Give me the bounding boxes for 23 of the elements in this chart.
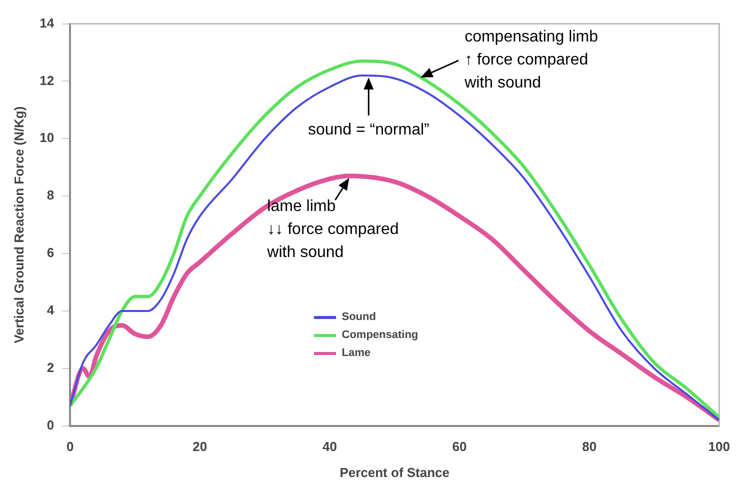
x-tick-label: 100 — [708, 439, 730, 454]
annotation: compensating limb ↑ force compared with sound — [464, 28, 598, 92]
y-tick-label: 2 — [46, 360, 54, 375]
legend-label: Lame — [342, 347, 370, 359]
y-tick-label: 8 — [46, 188, 54, 203]
annotation: lame limb ↓↓ force compared with sound — [266, 198, 399, 261]
x-axis-title: Percent of Stance — [340, 464, 450, 480]
x-tick-label: 80 — [582, 439, 597, 454]
legend-label: Sound — [342, 311, 376, 323]
x-tick-label: 0 — [66, 439, 74, 454]
x-tick-label: 60 — [452, 439, 467, 454]
annotation: sound = “normal” — [308, 121, 430, 138]
legend-label: Compensating — [342, 329, 418, 341]
y-tick-label: 0 — [46, 417, 54, 432]
y-tick-label: 14 — [40, 15, 55, 30]
y-tick-label: 12 — [40, 72, 54, 88]
y-axis-title: Vertical Ground Reaction Force (N/Kg) — [11, 106, 26, 344]
y-tick-label: 4 — [46, 302, 55, 318]
x-tick-label: 20 — [192, 439, 208, 454]
y-tick-label: 10 — [40, 130, 54, 146]
line-series — [70, 174, 720, 422]
y-tick-label: 6 — [46, 245, 54, 260]
x-tick-label: 40 — [322, 439, 337, 454]
